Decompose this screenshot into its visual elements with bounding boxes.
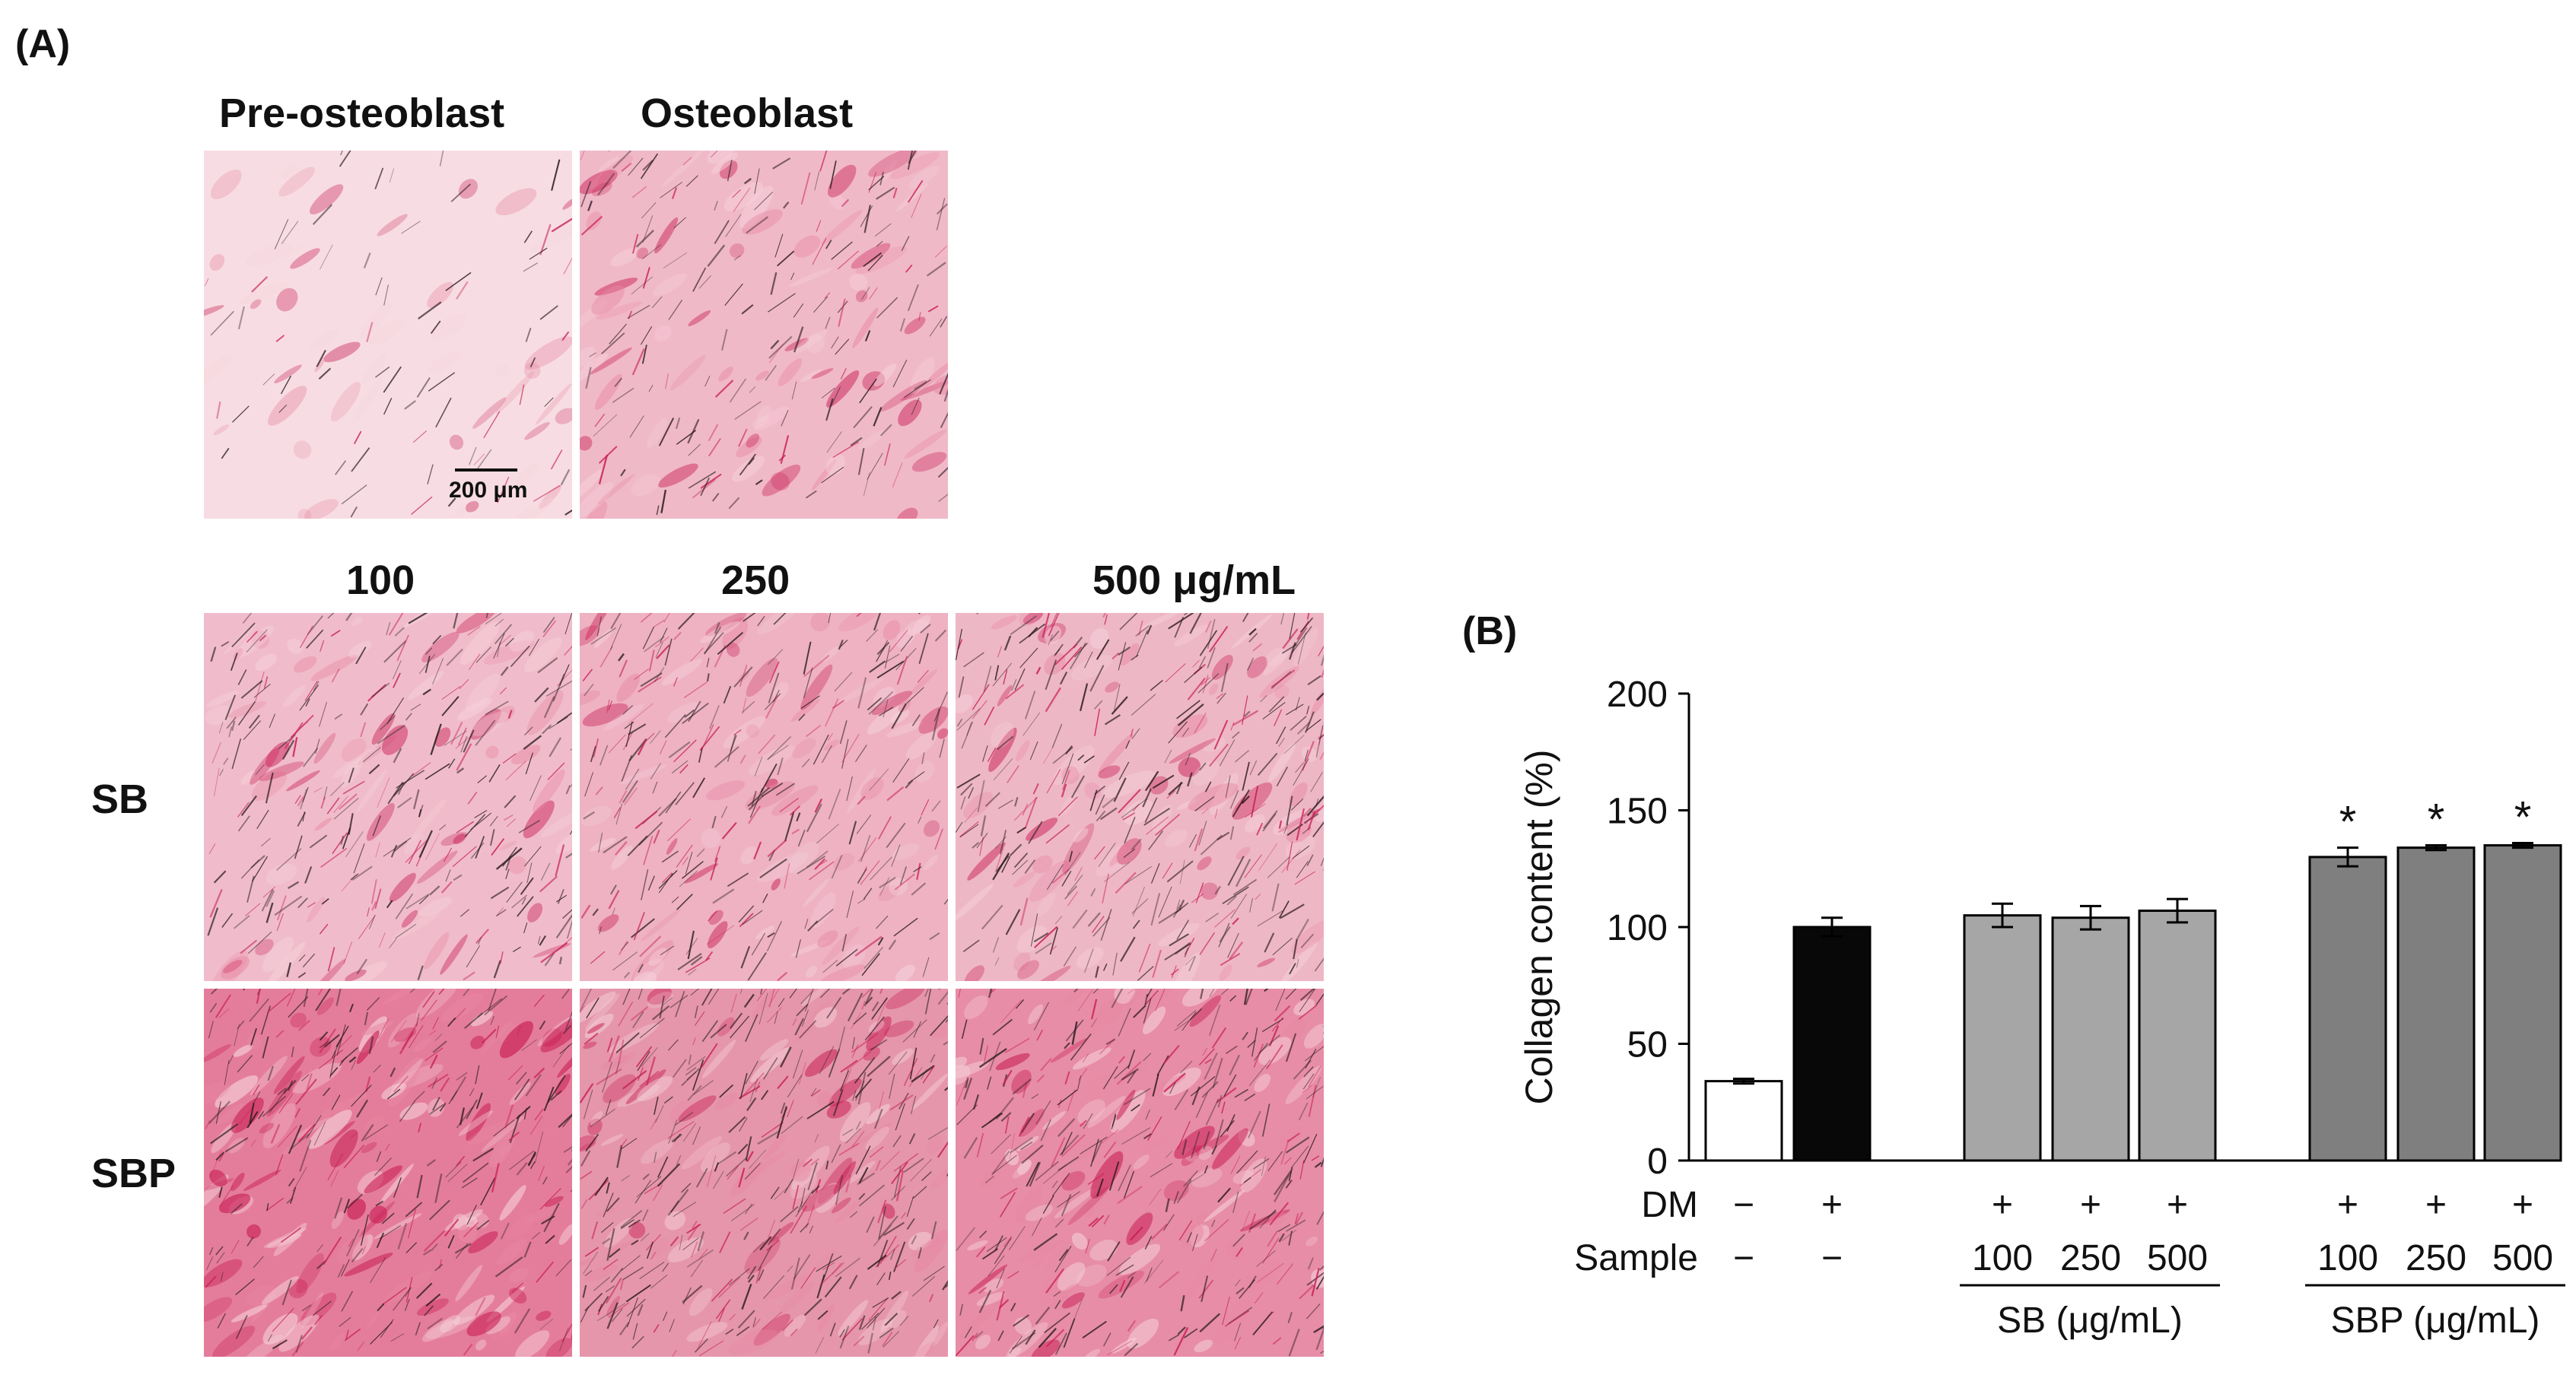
group-label: SB (μg/mL) [1997,1300,2183,1341]
y-tick-label: 0 [1647,1142,1668,1182]
y-tick-label: 50 [1627,1025,1668,1065]
sample-row-value: 100 [2317,1238,2378,1278]
micrograph-sbp-500 [956,989,1324,1357]
dm-row-value: + [2337,1185,2358,1225]
row-title-sbp: SBP [91,1151,177,1196]
dm-row-value: + [1821,1185,1843,1225]
sample-row-value: 100 [1972,1238,2033,1278]
panel-b-label: (B) [1462,609,1518,653]
title-osteoblast: Osteoblast [641,91,854,136]
dm-row-value: + [2425,1185,2447,1225]
group-label: SBP (μg/mL) [2331,1300,2540,1341]
scale-bar [455,468,517,472]
micrograph-sb-500 [956,613,1324,981]
bar [2308,856,2387,1162]
sample-row-value: 250 [2060,1238,2121,1278]
row-title-sb: SB [91,776,149,822]
micrograph-sb-100 [204,613,572,981]
dm-row-value: + [2080,1185,2101,1225]
bar [2483,844,2562,1162]
bar [1704,1080,1783,1162]
micrograph-pre-osteoblast [204,151,572,519]
significance-mark: * [2339,798,2357,847]
sample-row-label: Sample [1574,1238,1698,1278]
dm-row-label: DM [1641,1185,1698,1225]
bar [2138,910,2217,1162]
dm-row-value: − [1733,1185,1754,1225]
title-dose-250: 250 [721,557,790,603]
y-tick-label: 200 [1607,675,1668,715]
collagen-bar-chart: 0 50 100 150 200 Collagen content (%) * * * DM S… [1518,675,2565,1341]
dm-row-value: + [2167,1185,2188,1225]
micrograph-sbp-250 [580,989,948,1357]
bar [2396,846,2476,1162]
sample-row-value: 500 [2492,1238,2553,1278]
y-axis-label: Collagen content (%) [1518,750,1560,1105]
significance-mark: * [2428,795,2445,845]
sample-row-value: 250 [2406,1238,2466,1278]
bar [1792,926,1872,1162]
dm-row-value: + [2512,1185,2533,1225]
title-pre-osteoblast: Pre-osteoblast [219,91,505,136]
y-tick-label: 100 [1607,908,1668,948]
micrograph-sb-250 [580,613,948,981]
bar [2051,916,2130,1162]
y-tick-label: 150 [1607,792,1668,832]
dm-row-value: + [1992,1185,2013,1225]
significance-mark: * [2514,792,2532,842]
micrograph-sbp-100 [204,989,572,1357]
title-dose-100: 100 [346,557,415,603]
title-dose-500: 500 μg/mL [1092,557,1296,603]
sample-row-value: − [1821,1238,1843,1278]
bar [1963,914,2042,1162]
sample-row-value: − [1733,1238,1754,1278]
panel-a-label: (A) [15,22,71,66]
micrograph-osteoblast [580,151,948,519]
sample-row-value: 500 [2147,1238,2208,1278]
scale-bar-label: 200 μm [449,478,528,503]
